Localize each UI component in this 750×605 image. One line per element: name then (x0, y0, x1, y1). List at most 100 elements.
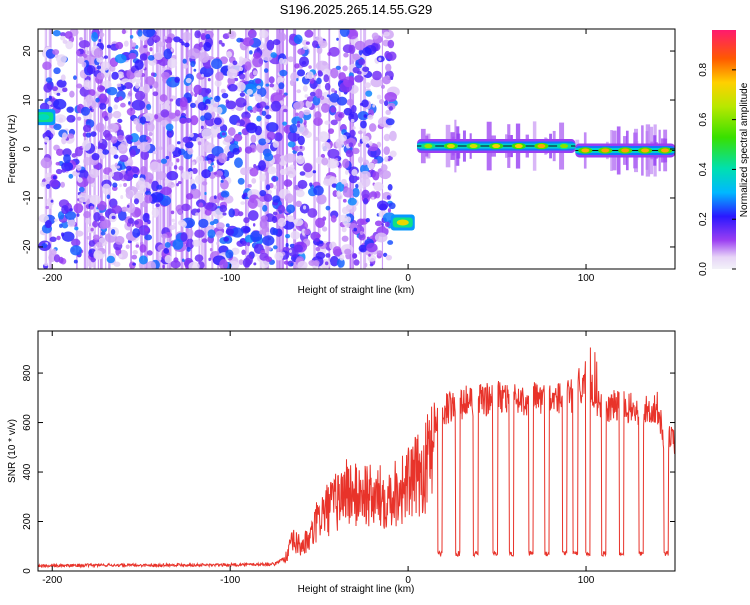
noise-blob (385, 118, 395, 126)
noise-strip (363, 29, 367, 269)
noise-blob (140, 166, 147, 175)
noise-blob (135, 244, 140, 248)
noise-blob (187, 85, 193, 92)
noise-blob (326, 158, 339, 169)
noise-blob (237, 177, 245, 185)
noise-blob (284, 193, 294, 204)
noise-blob (329, 93, 340, 103)
noise-blob (222, 212, 227, 216)
noise-blob (163, 35, 168, 40)
noise-blob (214, 95, 221, 103)
noise-blob (200, 33, 206, 40)
noise-blob (241, 194, 246, 200)
noise-blob (198, 51, 210, 63)
noise-blob (290, 230, 301, 240)
snr-marks (38, 347, 675, 569)
noise-strip (200, 29, 204, 269)
noise-blob (132, 228, 141, 238)
noise-blob (170, 181, 174, 186)
noise-blob (266, 122, 279, 133)
noise-blob (65, 40, 74, 50)
noise-blob (387, 39, 395, 49)
noise-blob (158, 146, 163, 151)
noise-blob (106, 87, 118, 96)
noise-blob (111, 71, 119, 80)
noise-blob (227, 62, 242, 74)
noise-blob (77, 177, 83, 183)
noise-blob (62, 148, 72, 157)
carrier-hotspot (424, 144, 433, 149)
noise-blob (82, 124, 92, 133)
chart-title: S196.2025.265.14.55.G29 (280, 2, 433, 17)
noise-blob (117, 118, 123, 124)
spectrogram-y-tick-label: -20 (22, 239, 33, 254)
noise-blob (106, 255, 115, 264)
noise-blob (112, 182, 118, 188)
noise-blob (246, 88, 253, 95)
noise-blob (211, 58, 223, 70)
noise-blob (99, 220, 108, 230)
noise-strip (278, 29, 281, 269)
noise-blob (163, 247, 170, 254)
noise-strip (166, 29, 168, 269)
noise-blob (137, 29, 143, 37)
noise-blob (89, 194, 101, 205)
noise-blob (320, 153, 326, 159)
noise-blob (346, 98, 354, 106)
noise-blob (149, 47, 153, 52)
noise-blob (387, 51, 397, 61)
snr-y-tick-label: 600 (22, 414, 33, 431)
noise-blob (53, 67, 61, 75)
noise-blob (91, 31, 99, 42)
noise-blob (299, 145, 303, 149)
noise-strip (185, 29, 189, 269)
noise-blob (287, 130, 300, 142)
noise-blob (73, 203, 84, 214)
noise-blob (252, 223, 256, 227)
noise-blob (56, 79, 67, 88)
colorbar: 0.0 0.2 0.4 0.6 0.8 Normalized spectral ampl… (698, 30, 750, 276)
noise-blob (330, 179, 336, 183)
noise-blob (59, 223, 63, 228)
noise-blob (279, 69, 288, 77)
spectrogram-carrier-segment-2 (575, 124, 675, 177)
noise-blob (170, 48, 174, 52)
noise-blob (272, 211, 278, 216)
noise-blob (387, 184, 393, 191)
noise-blob (324, 82, 331, 91)
noise-blob (92, 234, 100, 241)
snr-plot-area (38, 331, 675, 571)
noise-blob (348, 142, 354, 148)
noise-blob (388, 202, 396, 210)
noise-blob (134, 59, 144, 70)
noise-blob (332, 246, 342, 256)
noise-blob (247, 210, 259, 221)
noise-blob (362, 47, 372, 57)
noise-blob (272, 195, 281, 203)
noise-blob (362, 66, 370, 72)
noise-blob (362, 162, 367, 166)
noise-blob (163, 48, 173, 60)
noise-blob (95, 209, 100, 213)
noise-blob (120, 195, 124, 200)
spectrogram-x-tick-label: -200 (42, 273, 62, 284)
noise-blob (86, 50, 91, 55)
noise-blob (43, 83, 53, 93)
noise-blob (98, 38, 102, 43)
noise-blob (165, 155, 170, 160)
noise-blob (220, 179, 224, 183)
noise-blob (131, 42, 137, 48)
noise-blob (152, 150, 158, 155)
noise-blob (61, 204, 69, 215)
noise-blob (285, 242, 289, 248)
noise-blob (110, 136, 118, 144)
noise-blob (174, 109, 181, 117)
noise-blob (133, 70, 143, 78)
noise-blob (273, 245, 278, 250)
noise-blob (259, 173, 267, 182)
noise-strip (285, 29, 289, 269)
noise-blob (306, 96, 315, 102)
noise-blob (244, 146, 253, 154)
noise-blob (233, 133, 243, 142)
noise-blob (70, 245, 82, 256)
